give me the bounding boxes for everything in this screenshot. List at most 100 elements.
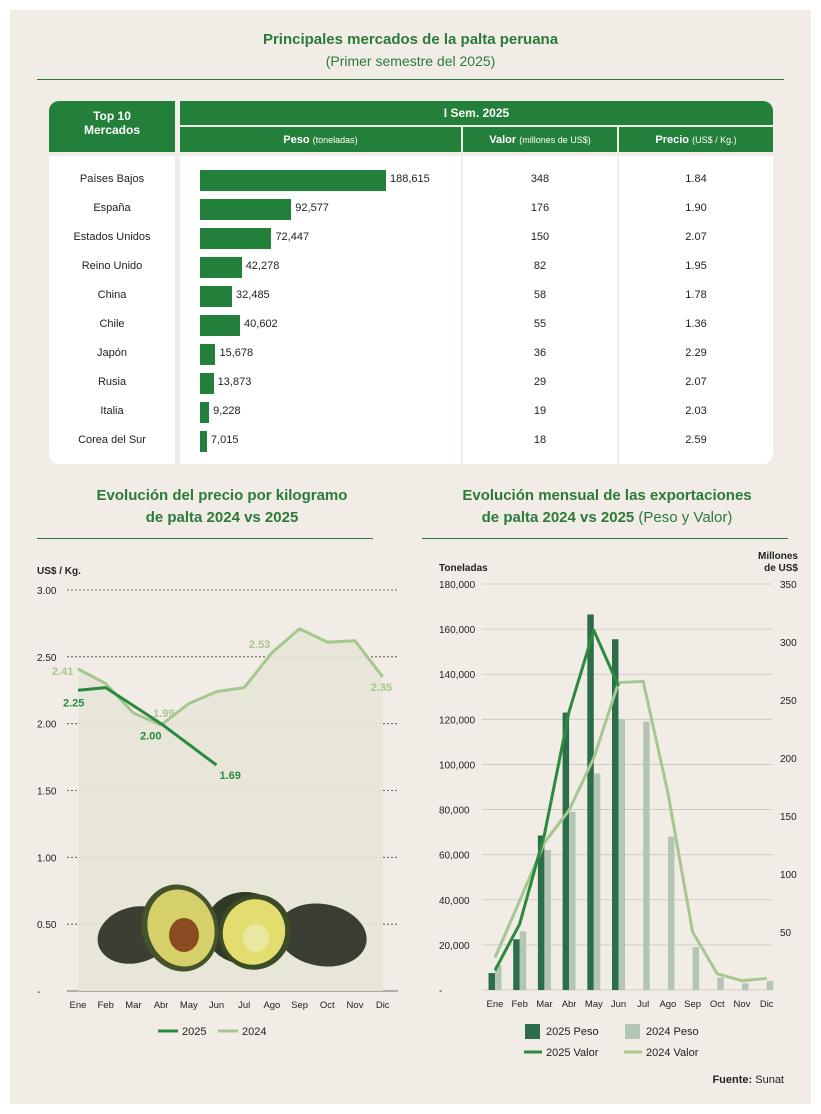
price-y-tick: 1.50 [37,787,57,798]
market-value: 55 [533,318,547,330]
exports-chart-title-line2-bold: de palta 2024 vs 2025 [481,509,635,526]
exports-x-tick: Ene [487,999,504,1010]
exports-x-tick: Abr [562,999,577,1010]
market-price: 1.90 [685,202,707,214]
exports-2024-weight-bar [766,980,774,990]
header-period: I Sem. 2025 [180,101,773,125]
market-weight-bar [200,315,241,336]
price-x-tick: May [180,1000,198,1011]
exports-2025-weight-bar [562,712,570,990]
exports-y-tick: 100,000 [439,760,476,771]
avocado-illustration-icon [97,884,367,972]
market-weight-label: 188,615 [390,173,430,185]
header-price: Precio (US$ / Kg.) [619,127,773,152]
header-top10-line1: Top 10 [93,109,131,123]
market-country: Estados Unidos [73,231,151,243]
exports-legend-2025-peso-label: 2025 Peso [546,1026,599,1038]
exports-x-tick: Sep [684,999,701,1010]
price-y-tick: 3.00 [37,586,57,597]
market-weight-bar [200,199,292,220]
price-legend-2024-label: 2024 [242,1026,266,1038]
title-divider [37,79,784,80]
exports-y-tick: 20,000 [439,941,470,952]
exports-y-tick: 180,000 [439,580,476,591]
exports-2024-weight-bar [495,965,502,990]
exports-2025-value-line [493,628,620,972]
market-weight-label: 92,577 [295,202,329,214]
source-label: Fuente: [712,1074,753,1086]
exports-2024-weight-bar [717,977,724,990]
market-price: 2.59 [685,434,707,446]
market-weight-label: 15,678 [219,347,254,359]
market-value: 348 [530,173,550,185]
market-value: 36 [533,347,547,359]
exports-2025-weight-bar [612,639,619,990]
price-x-tick: Nov [347,1000,364,1011]
price-2025-line [77,686,218,767]
exports-2025-weight-bar [537,835,545,990]
market-country: Rusia [97,376,127,388]
market-weight-bar [200,286,233,307]
page-title: Principales mercados de la palta peruana [262,31,559,48]
exports-chart-title-line1: Evolución mensual de las exportaciones [462,487,752,504]
market-price: 2.29 [685,347,707,359]
exports-legend-2024-peso-label: 2024 Peso [646,1026,699,1038]
market-price: 2.07 [685,231,707,243]
exports-2024-weight-bar [667,836,675,990]
exports-y2-tick: 100 [780,870,797,881]
market-weight-label: 32,485 [236,289,270,301]
exports-chart-divider [422,538,788,539]
source-note: Fuente: Sunat [712,1074,784,1086]
page-subtitle: (Primer semestre del 2025) [325,53,496,69]
header-weight-unit: (toneladas) [312,135,358,145]
exports-legend-2025-peso-swatch [525,1024,540,1039]
market-price: 1.78 [685,289,707,301]
exports-2025-weight-bar [587,614,594,990]
exports-y2-tick: 200 [780,754,797,765]
market-price: 1.84 [685,173,707,185]
market-price: 2.03 [685,405,707,417]
market-weight-bar [200,373,214,394]
exports-legend-2025-valor-label: 2025 Valor [546,1047,599,1059]
market-value: 19 [533,405,547,417]
price-x-tick: Sep [291,1000,308,1011]
exports-y-tick: 140,000 [439,670,476,681]
header-top10-markets: Top 10 Mercados [49,101,175,152]
panel-price [619,156,773,464]
exports-y-tick: 80,000 [439,806,470,817]
exports-x-tick: Mar [536,999,552,1010]
price-x-tick: Abr [154,1000,169,1011]
exports-y2-tick: 150 [780,812,797,823]
exports-x-tick: Dic [760,999,774,1010]
exports-y2-tick: 300 [780,638,797,649]
exports-2025-weight-bar [513,939,520,990]
header-value-label: Valor [489,134,517,146]
market-country: España [93,202,131,214]
price-y-tick: 0.50 [37,920,57,931]
avocado-whole-right [277,903,367,967]
market-value: 58 [533,289,547,301]
market-weight-label: 7,015 [210,434,239,446]
avocado-pit-hollow [243,924,269,952]
market-weight-bar [200,257,242,278]
market-value: 29 [533,376,547,388]
price-y-axis-label: US$ / Kg. [37,566,81,577]
exports-2024-weight-bar [643,721,650,990]
price-x-tick: Jun [209,1000,224,1011]
market-weight-bar [200,431,207,452]
price-x-tick: Dic [376,1000,390,1011]
exports-x-tick: Oct [710,999,725,1010]
header-weight: Peso (toneladas) [180,127,461,152]
exports-y2-tick: 250 [780,696,797,707]
price-chart-title: Evolución del precio por kilogramo de pa… [57,485,387,529]
exports-x-tick: Jun [611,999,626,1010]
exports-x-tick: May [585,999,603,1010]
price-x-tick: Oct [320,1000,335,1011]
price-data-label: 2.25 [63,697,84,709]
exports-2025-weight-bar [488,973,495,990]
exports-chart-title: Evolución mensual de las exportaciones d… [422,485,792,529]
market-country: China [97,289,127,301]
exports-chart-title-line2-note: (Peso y Valor) [634,509,733,526]
price-data-label: 1.69 [220,770,241,782]
exports-x-tick: Nov [734,999,751,1010]
